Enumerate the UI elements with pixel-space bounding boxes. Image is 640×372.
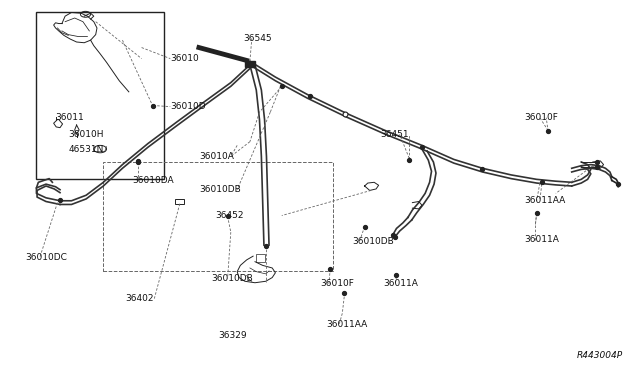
Text: 36010DB: 36010DB <box>352 237 394 246</box>
Text: 36452: 36452 <box>215 211 243 220</box>
Text: 36010F: 36010F <box>524 113 558 122</box>
Bar <box>175 199 184 204</box>
Bar <box>245 61 255 67</box>
Text: 36010DC: 36010DC <box>26 253 67 263</box>
Bar <box>256 254 265 262</box>
Text: 36010H: 36010H <box>68 130 104 139</box>
Text: 36011AA: 36011AA <box>524 196 565 205</box>
Text: 36010F: 36010F <box>320 279 354 288</box>
Text: 46531N: 46531N <box>68 145 104 154</box>
Text: 36329: 36329 <box>218 331 246 340</box>
Text: 36010DA: 36010DA <box>132 176 173 185</box>
Text: R443004P: R443004P <box>577 351 623 360</box>
Text: 36010A: 36010A <box>199 152 234 161</box>
Text: 36011AA: 36011AA <box>326 320 367 329</box>
Text: 36010D: 36010D <box>170 102 206 111</box>
Text: 36010DB: 36010DB <box>212 274 253 283</box>
Text: 36545: 36545 <box>244 34 272 43</box>
Text: 36010DB: 36010DB <box>199 185 241 194</box>
Bar <box>103 162 333 271</box>
Text: 36011A: 36011A <box>384 279 419 288</box>
Text: 36451: 36451 <box>381 130 409 139</box>
Bar <box>36 13 164 179</box>
Text: 36011: 36011 <box>56 113 84 122</box>
Text: 36011A: 36011A <box>524 235 559 244</box>
Text: 36010: 36010 <box>170 54 199 63</box>
Text: 36402: 36402 <box>125 294 154 303</box>
